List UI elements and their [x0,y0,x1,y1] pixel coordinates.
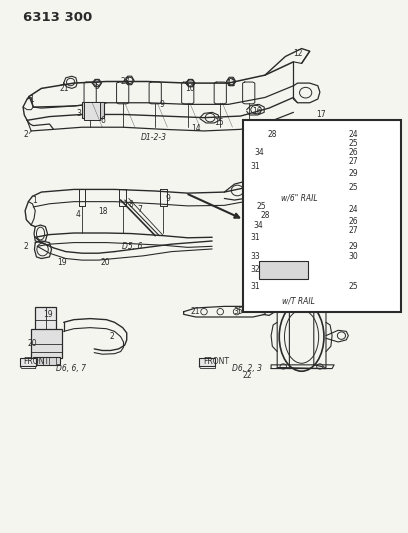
Text: 6: 6 [100,116,105,125]
Text: 3: 3 [76,109,81,118]
Text: D1-2-3: D1-2-3 [141,133,167,142]
Text: 25: 25 [348,282,358,291]
Bar [243,120,401,312]
Text: 15: 15 [214,118,224,127]
Text: 35: 35 [233,307,243,316]
Text: 20: 20 [100,258,110,266]
Text: 7: 7 [137,205,142,214]
Bar [259,261,308,279]
Text: 23: 23 [121,77,130,86]
Text: 9: 9 [159,100,164,109]
Text: D6, 2, 3: D6, 2, 3 [232,364,262,373]
Bar [82,102,104,118]
Text: FRONT: FRONT [203,357,229,366]
Text: 1: 1 [29,94,34,103]
Text: w/6" RAIL: w/6" RAIL [281,194,318,203]
Text: 2: 2 [23,130,28,139]
Text: 6313 300: 6313 300 [23,11,92,24]
Text: 4: 4 [76,211,81,220]
Text: 34: 34 [255,148,264,157]
Text: 32: 32 [251,265,260,273]
Text: 2: 2 [23,242,28,251]
Text: 19: 19 [57,258,67,266]
Text: 8: 8 [129,200,133,209]
Bar [20,359,35,367]
Text: FRONT: FRONT [23,357,49,366]
Text: 31: 31 [251,282,260,291]
Text: 26: 26 [348,148,358,157]
Text: D6, 6, 7: D6, 6, 7 [55,364,86,373]
Ellipse shape [270,266,280,274]
Text: 21: 21 [191,307,200,316]
Text: 2: 2 [110,332,114,341]
Text: 19: 19 [43,310,53,319]
Text: 1: 1 [32,196,37,205]
Text: 5: 5 [94,82,99,91]
Text: 31: 31 [251,233,260,242]
Text: 29: 29 [348,242,358,251]
Text: 11: 11 [226,78,236,87]
Text: 14: 14 [191,124,201,133]
Bar [33,357,60,365]
Text: 22: 22 [243,371,252,380]
Text: 24: 24 [348,205,358,214]
Text: 20: 20 [27,338,37,348]
Text: 16: 16 [252,107,262,116]
Text: 28: 28 [260,211,270,220]
Text: 27: 27 [348,157,358,166]
Text: 33: 33 [251,253,261,261]
Text: 21: 21 [60,84,69,93]
Bar [199,359,215,367]
Text: 18: 18 [98,207,108,216]
Text: 25: 25 [256,203,266,212]
Text: 26: 26 [348,217,358,226]
Ellipse shape [282,266,292,274]
Bar [84,102,100,120]
Text: 12: 12 [293,50,303,58]
Text: 31: 31 [251,162,260,171]
Text: 29: 29 [348,169,358,178]
Bar [35,308,56,333]
Text: D5, 6: D5, 6 [122,243,142,252]
Text: w/T RAIL: w/T RAIL [282,296,315,305]
Text: 28: 28 [267,130,277,139]
Text: 30: 30 [348,253,358,261]
Text: 25: 25 [348,139,358,148]
Text: 34: 34 [254,221,263,230]
Text: 24: 24 [348,130,358,139]
Text: 27: 27 [348,226,358,235]
Ellipse shape [296,266,303,274]
Bar [31,329,62,358]
Text: 17: 17 [316,110,326,119]
Text: 9: 9 [165,194,170,203]
Text: 10: 10 [186,84,195,93]
Text: 25: 25 [348,183,358,192]
